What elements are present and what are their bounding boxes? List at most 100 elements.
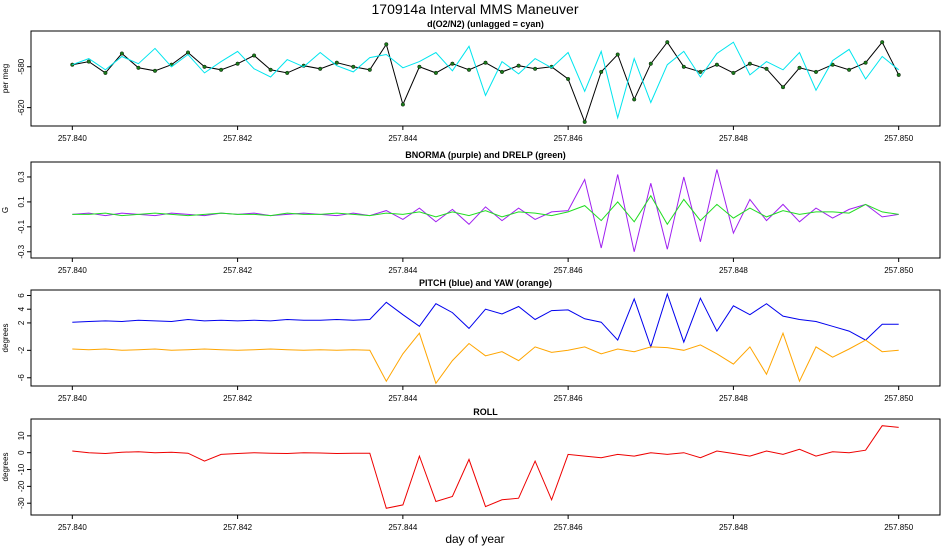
data-point bbox=[351, 64, 356, 69]
series-line-2 bbox=[72, 41, 900, 120]
panel-title: BNORMA (purple) and DRELP (green) bbox=[405, 150, 566, 160]
panel-title: ROLL bbox=[473, 407, 498, 417]
panel-1: d(O2/N2) (unlagged = cyan) per meg 257.840… bbox=[1, 19, 941, 143]
x-tick-label: 257.842 bbox=[223, 266, 252, 275]
x-tick-label: 257.848 bbox=[719, 394, 748, 403]
data-point bbox=[814, 69, 819, 74]
y-tick-label: 0.3 bbox=[17, 171, 26, 183]
data-point bbox=[483, 60, 488, 65]
y-tick-label: 0.1 bbox=[17, 196, 26, 208]
series-line-1 bbox=[72, 292, 899, 349]
x-tick-label: 257.846 bbox=[554, 134, 583, 143]
y-tick-label: -0.3 bbox=[17, 244, 26, 258]
data-point bbox=[417, 64, 422, 69]
series-line-1 bbox=[72, 425, 899, 509]
y-tick-label: -10 bbox=[17, 463, 26, 475]
y-tick-label: -0.1 bbox=[17, 219, 26, 233]
x-tick-label: 257.850 bbox=[884, 134, 913, 143]
y-tick-label: -6 bbox=[17, 374, 26, 382]
plot-frame bbox=[30, 161, 941, 259]
series-group bbox=[70, 40, 901, 124]
y-tick-label: 10 bbox=[17, 431, 26, 440]
x-tick-label: 257.842 bbox=[223, 394, 252, 403]
data-point bbox=[731, 70, 736, 75]
y-tick-label: 4 bbox=[17, 306, 26, 311]
x-tick-label: 257.850 bbox=[884, 266, 913, 275]
x-tick-label: 257.840 bbox=[58, 394, 87, 403]
x-tick-label: 257.846 bbox=[554, 394, 583, 403]
series-line-2 bbox=[72, 331, 899, 385]
data-point bbox=[632, 97, 637, 102]
data-point bbox=[152, 68, 157, 73]
data-point bbox=[681, 64, 686, 69]
data-point bbox=[863, 60, 868, 65]
plot-frame bbox=[30, 289, 941, 387]
x-tick-label: 257.848 bbox=[719, 523, 748, 532]
data-point bbox=[334, 60, 339, 65]
data-point bbox=[714, 62, 719, 67]
data-point bbox=[235, 61, 240, 66]
data-point bbox=[615, 52, 620, 57]
series-line-2 bbox=[72, 194, 899, 226]
data-point bbox=[797, 65, 802, 70]
x-tick-label: 257.844 bbox=[388, 134, 417, 143]
data-point bbox=[219, 67, 224, 72]
data-point bbox=[268, 67, 273, 72]
data-point bbox=[433, 70, 438, 75]
y-tick-label: 0 bbox=[17, 450, 26, 455]
x-tick-label: 257.844 bbox=[388, 394, 417, 403]
data-point bbox=[648, 61, 653, 66]
x-tick-label: 257.848 bbox=[719, 266, 748, 275]
x-tick-label: 257.848 bbox=[719, 134, 748, 143]
plot-frame bbox=[30, 418, 941, 516]
data-point bbox=[252, 53, 257, 58]
data-point bbox=[781, 85, 786, 90]
data-point bbox=[136, 65, 141, 70]
y-axis-label: degrees bbox=[1, 453, 10, 482]
x-tick-label: 257.840 bbox=[58, 523, 87, 532]
y-axis-label: G bbox=[1, 207, 10, 213]
x-tick-label: 257.850 bbox=[884, 523, 913, 532]
y-tick-label: 2 bbox=[17, 320, 26, 325]
data-point bbox=[202, 64, 207, 69]
series-line-1 bbox=[72, 41, 900, 124]
y-tick-label: -2 bbox=[17, 346, 26, 354]
y-tick-label: -620 bbox=[17, 99, 26, 116]
panels: d(O2/N2) (unlagged = cyan) per meg 257.840… bbox=[1, 19, 941, 532]
data-point bbox=[566, 76, 571, 81]
data-point bbox=[599, 69, 604, 74]
data-point bbox=[450, 61, 455, 66]
y-tick-label: -580 bbox=[17, 58, 26, 75]
series-group bbox=[72, 292, 899, 385]
data-point bbox=[86, 59, 91, 64]
x-tick-label: 257.850 bbox=[884, 394, 913, 403]
data-point bbox=[185, 50, 190, 55]
plot-frame bbox=[30, 30, 941, 127]
data-point bbox=[665, 40, 670, 45]
panel-2: BNORMA (purple) and DRELP (green) G 257.84… bbox=[1, 150, 941, 275]
data-point bbox=[318, 66, 323, 71]
data-point bbox=[500, 69, 505, 74]
x-tick-label: 257.842 bbox=[223, 523, 252, 532]
y-tick-label: -20 bbox=[17, 480, 26, 492]
series-group bbox=[72, 425, 899, 509]
panel-title: d(O2/N2) (unlagged = cyan) bbox=[427, 19, 544, 29]
data-point bbox=[847, 67, 852, 72]
y-tick-label: 6 bbox=[17, 293, 26, 298]
data-point bbox=[764, 66, 769, 71]
y-tick-label: -30 bbox=[17, 497, 26, 509]
x-tick-label: 257.842 bbox=[223, 134, 252, 143]
data-point bbox=[516, 63, 521, 68]
series-group bbox=[72, 169, 899, 252]
data-point bbox=[384, 42, 389, 47]
panel-3: PITCH (blue) and YAW (orange) degrees 257.… bbox=[1, 278, 941, 403]
data-point bbox=[698, 69, 703, 74]
data-point bbox=[582, 119, 587, 124]
panel-4: ROLL degrees 257.840 257.842 257.844 257.846 2… bbox=[1, 407, 941, 532]
data-point bbox=[467, 67, 472, 72]
data-point bbox=[896, 72, 901, 77]
x-tick-label: 257.844 bbox=[388, 266, 417, 275]
data-point bbox=[533, 66, 538, 71]
x-tick-label: 257.840 bbox=[58, 266, 87, 275]
